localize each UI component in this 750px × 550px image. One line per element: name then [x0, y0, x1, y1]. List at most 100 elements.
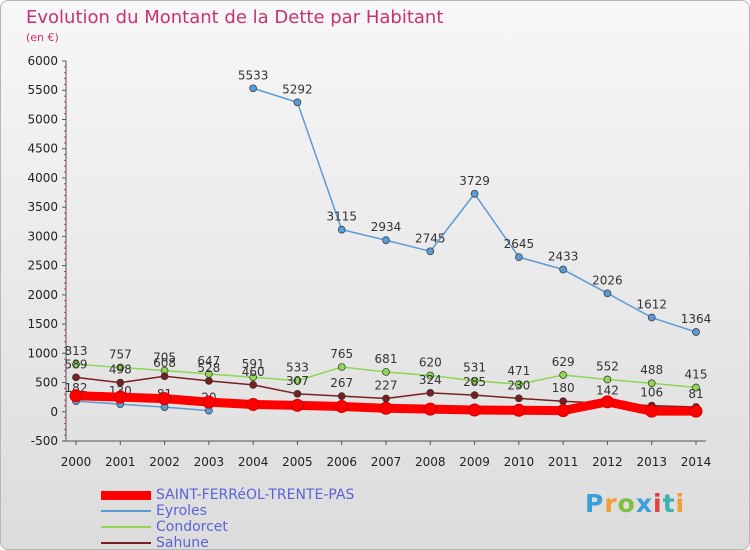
data-label: 488 [640, 363, 663, 377]
data-point [512, 403, 526, 417]
data-point [202, 395, 216, 409]
data-point [382, 368, 390, 376]
data-point [647, 313, 656, 322]
x-tick-label: 2013 [636, 455, 667, 469]
data-point [293, 98, 302, 107]
logo-letter: r [604, 489, 618, 518]
x-tick-label: 2004 [238, 455, 269, 469]
data-point [645, 404, 659, 418]
data-label: 2645 [504, 237, 535, 251]
data-label: 531 [463, 361, 486, 375]
data-label: 681 [375, 352, 398, 366]
data-label: 533 [286, 361, 309, 375]
x-tick-label: 2001 [105, 455, 136, 469]
legend-swatch [101, 542, 151, 544]
x-tick-label: 2002 [149, 455, 180, 469]
data-point [113, 390, 127, 404]
data-label: 5533 [238, 68, 269, 82]
data-label: 2745 [415, 231, 446, 245]
legend-item: SAINT-FERRéOL-TRENTE-PAS [101, 487, 354, 503]
data-point [249, 84, 257, 93]
y-tick-label: -500 [31, 434, 58, 448]
data-label: 552 [596, 359, 619, 373]
data-label: 307 [286, 374, 309, 388]
data-point [603, 289, 612, 298]
logo-letter: x [635, 489, 653, 518]
data-label: 1612 [636, 298, 667, 312]
data-label: 180 [552, 381, 575, 395]
x-tick-label: 2009 [459, 455, 490, 469]
data-label: 765 [330, 347, 353, 361]
y-tick-label: 1500 [27, 317, 58, 331]
data-point [382, 394, 390, 403]
y-tick-label: 4500 [27, 142, 58, 156]
x-tick-label: 2012 [592, 455, 623, 469]
data-label: 705 [153, 351, 176, 365]
data-point [556, 404, 570, 418]
x-tick-label: 2003 [194, 455, 225, 469]
series-line-eyroles [252, 87, 697, 333]
data-point [692, 383, 700, 392]
x-tick-label: 2010 [504, 455, 535, 469]
data-point [293, 389, 302, 398]
data-label: 498 [109, 363, 132, 377]
data-point [689, 404, 703, 418]
logo-letter: i [675, 489, 686, 518]
legend-item: Eyroles [101, 503, 354, 519]
line-chart: -500 0 500 1000 1500 2000 2500 3000 3500 4000 4500… [27, 54, 712, 469]
y-tick-label: 500 [35, 376, 58, 390]
data-label: 3115 [326, 210, 357, 224]
legend-label: Sahune [156, 535, 209, 550]
data-point [423, 402, 437, 416]
data-label: 1364 [681, 312, 712, 326]
data-point [559, 397, 567, 406]
legend-label: Condorcet [156, 519, 228, 535]
y-tick-label: 5500 [27, 83, 58, 97]
data-point [603, 375, 612, 384]
x-tick-label: 2008 [415, 455, 446, 469]
data-label: 81 [688, 387, 703, 401]
data-point [559, 371, 567, 379]
data-label: 106 [640, 386, 663, 400]
data-point [515, 380, 523, 389]
data-label: 324 [419, 373, 442, 387]
data-point [426, 388, 435, 397]
data-point [205, 377, 213, 385]
data-label: 415 [685, 368, 708, 382]
legend-swatch [101, 490, 151, 500]
data-point [158, 392, 172, 406]
data-point [72, 373, 80, 382]
data-point [72, 360, 80, 369]
series-line-eyroles [75, 400, 210, 412]
data-label: 2934 [371, 220, 402, 234]
data-label: 2433 [548, 250, 579, 264]
y-tick-label: 3500 [27, 200, 58, 214]
data-label: 460 [242, 365, 265, 379]
logo-letter: i [653, 489, 663, 518]
y-tick-label: 3000 [27, 229, 58, 243]
data-label: 608 [153, 356, 176, 370]
data-label: 620 [419, 356, 442, 370]
data-point [293, 376, 302, 385]
data-label: 589 [65, 357, 88, 371]
data-label: 3729 [459, 174, 490, 188]
x-tick-label: 2007 [371, 455, 402, 469]
data-label: 813 [65, 344, 88, 358]
data-point [246, 397, 260, 411]
data-point [116, 378, 125, 387]
legend: SAINT-FERRéOL-TRENTE-PAS Eyroles Condorcet… [101, 487, 354, 550]
data-point [335, 400, 349, 414]
logo-letter: P [585, 489, 605, 518]
x-tick-label: 2006 [326, 455, 357, 469]
y-tick-label: 1000 [27, 346, 58, 360]
data-label: 142 [596, 383, 619, 397]
x-tick-label: 2005 [282, 455, 313, 469]
data-point [470, 391, 479, 399]
data-point [559, 265, 567, 274]
data-label: 647 [197, 354, 220, 368]
data-label: 227 [375, 378, 398, 392]
data-point [160, 372, 169, 381]
data-point [470, 189, 479, 198]
data-point [600, 395, 614, 409]
